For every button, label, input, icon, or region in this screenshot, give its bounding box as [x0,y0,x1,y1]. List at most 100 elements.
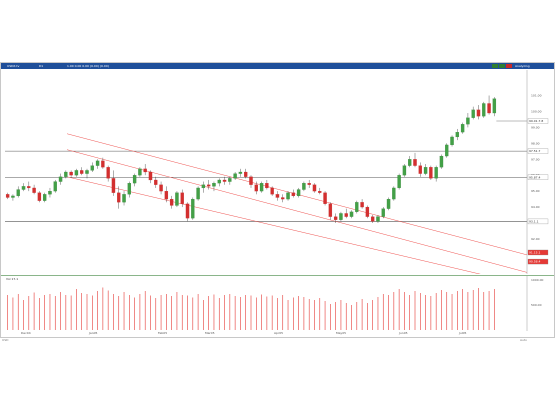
candle-body [318,191,322,193]
chart-window: USDX.tv D1 1.00 0.00 0.00 (0.00) (0.00) … [0,62,555,338]
timeframe-label[interactable]: D1 [39,64,44,68]
candle-body [217,179,221,184]
status-right-text: Auto [520,338,527,342]
candle-body [201,184,206,189]
candle-body [244,171,248,177]
candle-body [413,159,417,166]
candle-body [106,167,110,179]
minimize-button[interactable] [492,64,498,68]
price-level-box [527,148,549,154]
ohlc-readout: 1.00 0.00 0.00 (0.00) (0.00) [67,64,109,68]
channel-line [66,176,481,274]
candle-body [212,183,216,187]
candle-body [85,170,89,174]
candle-body [307,183,311,185]
volume-pane[interactable]: Vol 17.1 1000.00 500.00 [1,275,554,331]
candle-body [64,171,68,177]
price-level-label: 95.87.4 [529,175,541,179]
candle-body [439,155,444,168]
candle-body [196,187,200,200]
candle-body [429,167,433,179]
candle-body [476,109,481,117]
price-level-box [527,218,549,225]
chart-title-bar[interactable]: USDX.tv D1 1.00 0.00 0.00 (0.00) (0.00) … [1,63,554,69]
trend-channel-lines [66,133,528,274]
candle-body [222,179,227,182]
candle-body [249,176,253,185]
candle-body [180,192,184,204]
channel-line [66,149,528,273]
candle-body [80,170,84,174]
price-tick-label: 101.00 [531,94,542,98]
candle-body [101,160,105,168]
price-level-labels: 97.51.7 95.87.4 93.1.1 91.15.1 90.58.4 99.01.… [527,118,549,265]
candle-body [408,159,412,166]
price-tick-label: 92.00 [531,237,540,241]
candle-body [191,198,195,219]
candle-body [32,187,36,193]
volume-chart: 1000.00 500.00 [7,276,543,331]
maximize-button[interactable] [499,64,505,68]
price-tick-label: 99.00 [531,125,540,129]
candle-body [185,203,190,219]
candle-body [376,216,380,222]
candle-body [265,183,269,189]
status-left-text: USD [2,338,9,342]
price-chart[interactable]: 101.00100.0099.0098.0097.0096.0095.0094.… [1,70,554,274]
candle-body [132,175,137,184]
candle-body [445,144,449,157]
candle-body [270,187,274,195]
candle-body [154,179,158,185]
candle-body [206,184,211,187]
candle-body [143,168,147,173]
candle-body [312,184,317,192]
time-tick-label: Jan05 [89,331,98,335]
candle-body [233,173,237,179]
price-level-box [527,249,549,256]
candle-body [302,183,306,190]
candle-body [127,183,132,195]
price-tick-label: 95.00 [531,189,540,193]
candle-body [117,192,121,203]
candle-body [360,202,364,208]
volume-tick-label: 1000.00 [531,278,543,282]
time-axis: Dec04 Jan05 Feb05 Mar05 Apr05 May05 Jun05 Jul05 [1,329,554,338]
candle-body [355,202,359,212]
candle-body [122,194,126,203]
candle-body [5,194,10,198]
candle-body [281,197,285,200]
candle-body [275,194,280,198]
candle-body [69,171,73,176]
candle-body [487,103,491,114]
candle-body [328,203,333,217]
candle-body [74,170,79,176]
candle-body [228,178,232,182]
time-tick-label: Jun05 [399,331,408,335]
price-level-box [527,118,549,124]
candle-body [291,192,296,197]
candle-body [386,198,391,209]
price-level-label: 97.51.7 [529,149,541,153]
time-tick-label: Dec04 [21,331,31,335]
candle-body [370,216,375,222]
candle-body [95,160,100,166]
price-tick-label: 94.00 [531,205,540,209]
candle-body [254,184,258,192]
price-level-box [527,174,549,180]
candle-body [169,198,174,206]
candle-body [460,124,465,133]
candle-body [397,175,401,189]
candle-body [466,117,470,125]
candle-body [339,213,343,220]
symbol-label: USDX.tv [7,64,20,68]
candle-body [323,192,327,204]
candle-body [48,191,52,195]
candle-body [27,186,31,189]
time-tick-label: Jul05 [459,331,467,335]
candle-body [333,216,338,220]
price-level-label: 90.58.4 [529,260,541,264]
close-button[interactable] [506,64,512,68]
price-tick-label: 97.00 [531,157,540,161]
price-level-label: 93.1.1 [529,219,539,223]
time-tick-label: May05 [336,331,347,335]
